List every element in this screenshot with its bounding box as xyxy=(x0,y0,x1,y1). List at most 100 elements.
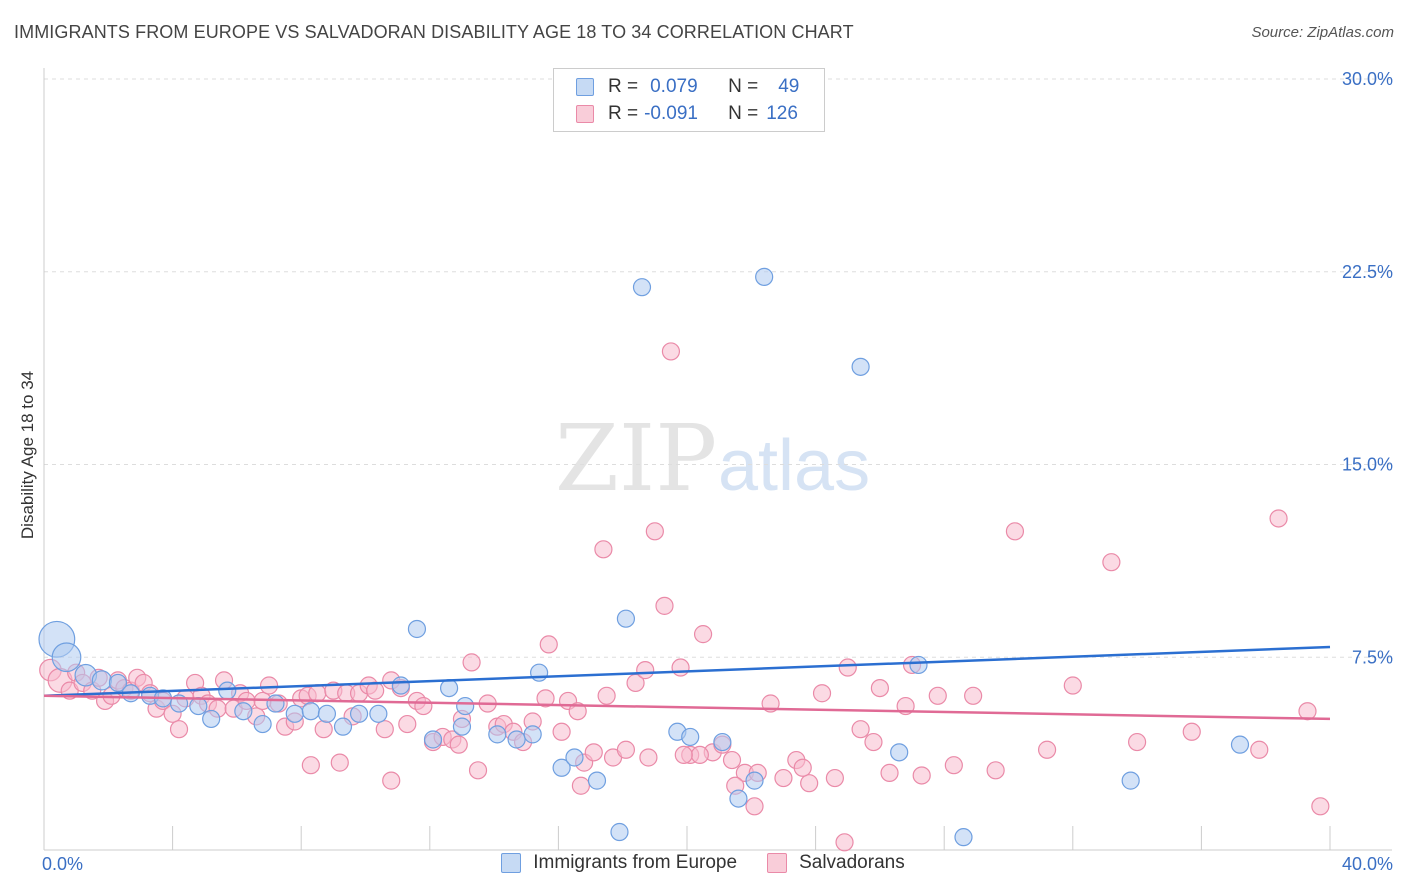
immigrants-point xyxy=(1230,735,1250,754)
legend-label-immigrants: Immigrants from Europe xyxy=(533,852,738,873)
salvadorans-point xyxy=(314,720,333,739)
legend-row-immigrants: R = 0.079 N = 49 xyxy=(576,75,799,99)
salvadorans-point xyxy=(838,658,857,677)
immigrants-point xyxy=(713,732,732,752)
salvadorans-point xyxy=(568,702,587,721)
salvadorans-point xyxy=(1102,553,1121,572)
immigrants-point xyxy=(51,642,82,673)
immigrants-point xyxy=(1121,771,1140,790)
watermark-zip: ZIP xyxy=(555,405,717,512)
salvadorans-point xyxy=(912,766,931,785)
salvadorans-point xyxy=(793,758,812,777)
salvadorans-point xyxy=(944,756,963,775)
immigrants-point xyxy=(349,704,369,723)
blue-swatch-icon xyxy=(576,78,594,96)
salvadorans-point xyxy=(864,732,883,752)
salvadorans-point xyxy=(645,522,664,541)
immigrants-point xyxy=(507,730,526,749)
chart-title: IMMIGRANTS FROM EUROPE VS SALVADORAN DIS… xyxy=(14,22,854,42)
salvadorans-point xyxy=(1311,797,1330,816)
salvadorans-point xyxy=(825,768,844,788)
salvadorans-point xyxy=(382,771,401,790)
axes xyxy=(43,68,1392,851)
salvadorans-point xyxy=(1127,732,1147,752)
legend-r-value: 0.079 xyxy=(650,76,698,97)
immigrants-point xyxy=(91,670,112,691)
salvadorans-point xyxy=(301,756,320,775)
legend-n-label: N = xyxy=(728,103,759,124)
tick-labels: 7.5% 15.0% 22.5% 30.0% 0.0% 40.0% xyxy=(42,69,1393,874)
immigrants-point xyxy=(234,702,253,721)
salvadorans-point xyxy=(722,750,742,770)
salvadorans-point xyxy=(468,761,488,780)
legend-item-immigrants: Immigrants from Europe xyxy=(501,852,737,874)
salvadorans-point xyxy=(597,686,616,705)
y-tick-label: 30.0% xyxy=(1342,69,1393,89)
salvadorans-point xyxy=(1269,509,1288,528)
salvadorans-point xyxy=(674,745,693,765)
grid-lines xyxy=(44,78,1392,658)
legend-r-value: -0.091 xyxy=(644,103,698,124)
immigrants-point xyxy=(218,681,237,700)
salvadorans-point xyxy=(636,661,655,680)
salvadorans-point xyxy=(536,689,555,708)
immigrants-point xyxy=(266,694,285,713)
immigrants-point xyxy=(587,771,607,790)
salvadorans-point xyxy=(800,774,819,793)
immigrants-point xyxy=(301,702,320,721)
immigrants-point xyxy=(552,758,571,777)
legend-n-label: N = xyxy=(728,76,759,97)
legend-r-label: R = xyxy=(608,103,639,124)
immigrants-point xyxy=(452,717,472,736)
salvadorans-point xyxy=(812,684,832,703)
salvadorans-point xyxy=(986,761,1005,780)
salvadorans-point xyxy=(870,678,890,698)
legend-n-value: 49 xyxy=(778,76,800,97)
salvadorans-point xyxy=(462,653,481,672)
salvadorans-point xyxy=(1005,522,1025,541)
legend-row-salvadorans: R = -0.091 N = 126 xyxy=(576,102,798,126)
immigrants-point xyxy=(202,709,221,729)
salvadorans-point xyxy=(671,658,690,677)
immigrants-point xyxy=(423,730,443,749)
immigrants-from-europe-points xyxy=(38,267,1250,847)
immigrants-point xyxy=(755,267,774,286)
x-tick-label: 0.0% xyxy=(42,854,83,874)
watermark-atlas: atlas xyxy=(718,426,870,506)
salvadorans-point xyxy=(639,748,658,767)
immigrants-point xyxy=(439,678,459,698)
y-axis-label: Disability Age 18 to 34 xyxy=(18,370,37,540)
salvadorans-point xyxy=(259,676,279,695)
immigrants-point xyxy=(407,619,427,639)
salvadorans-point xyxy=(1182,722,1201,741)
salvadorans-point xyxy=(375,720,394,739)
salvadorans-point xyxy=(1250,740,1269,759)
correlation-legend: R = 0.079 N = 49 R = -0.091 N = 126 xyxy=(553,68,825,132)
series-legend: Immigrants from Europe Salvadorans xyxy=(0,852,1406,874)
immigrants-point xyxy=(333,717,353,736)
legend-n-value: 126 xyxy=(766,103,798,124)
pink-square-icon xyxy=(767,853,788,873)
salvadorans-point xyxy=(571,776,591,795)
trend-lines xyxy=(43,645,1331,721)
immigrants-point xyxy=(890,743,909,762)
immigrants-point xyxy=(523,725,542,744)
immigrants-point xyxy=(954,828,973,847)
immigrants-point xyxy=(285,704,304,723)
salvadorans-point xyxy=(366,681,385,700)
salvadorans-point xyxy=(330,753,349,772)
immigrants-point xyxy=(610,822,629,842)
immigrants-trend-line xyxy=(43,645,1331,698)
salvadorans-point xyxy=(928,686,947,705)
pink-swatch-icon xyxy=(576,105,594,123)
salvadorans-point xyxy=(539,635,558,654)
salvadorans-point xyxy=(308,684,327,703)
y-tick-label: 15.0% xyxy=(1342,455,1393,475)
legend-r-label: R = xyxy=(608,76,639,97)
salvadorans-point xyxy=(1063,676,1082,695)
y-tick-label: 22.5% xyxy=(1342,262,1393,282)
immigrants-point xyxy=(456,696,475,716)
immigrants-point xyxy=(189,696,208,716)
immigrants-point xyxy=(253,714,272,734)
